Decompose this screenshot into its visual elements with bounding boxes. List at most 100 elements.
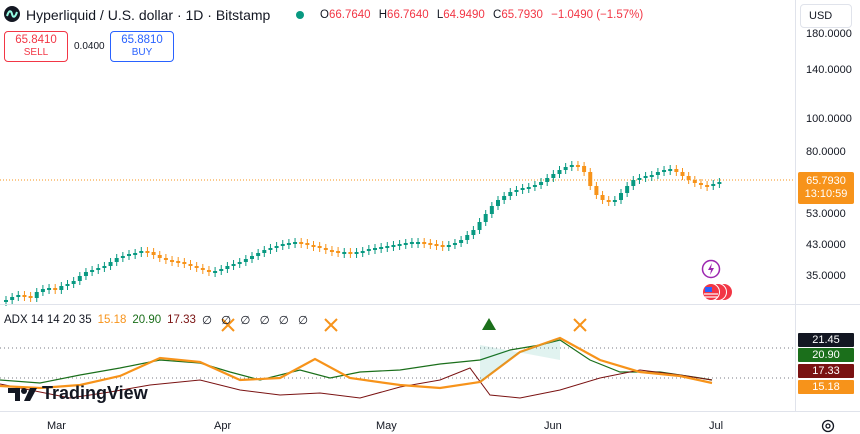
candle-body (360, 251, 365, 253)
high-label: H (378, 9, 388, 21)
candle-body (631, 180, 636, 186)
adx-cross-marker (324, 318, 338, 332)
low-value: 64.9490 (443, 9, 485, 21)
price-axis-label: 140.0000 (806, 64, 852, 76)
candle-body (151, 252, 156, 255)
candle-body (434, 244, 439, 246)
candle-body (182, 262, 187, 264)
adx-fill (480, 338, 560, 382)
ohlc-readout: O66.7640 H66.7640 L64.9490 C65.7930 −1.0… (320, 9, 648, 21)
adx-axis-badge: 15.18 (798, 380, 854, 394)
candle-body (594, 186, 599, 195)
candle-body (354, 252, 359, 254)
candle-body (4, 300, 8, 302)
tradingview-icon (8, 387, 37, 401)
candle-body (47, 288, 52, 290)
symbol-title[interactable]: Hyperliquid / U.S. dollar · 1D · Bitstam… (26, 7, 271, 23)
candle-body (477, 222, 482, 230)
time-axis-label: Apr (214, 420, 232, 432)
candle-body (96, 268, 101, 270)
candle-body (71, 281, 76, 284)
candle-body (655, 172, 660, 175)
pane-separator[interactable] (0, 304, 860, 305)
candle-body (539, 182, 544, 185)
price-axis-label: 53.0000 (806, 208, 846, 220)
candle-body (668, 169, 673, 171)
settings-icon[interactable] (821, 419, 835, 433)
time-axis-separator (0, 411, 860, 412)
candle-body (496, 200, 500, 206)
candle-body (102, 266, 107, 268)
logo-text: TradingView (42, 383, 148, 403)
adx-line (0, 336, 713, 390)
current-price-badge: 65.7930 13:10:59 (798, 172, 854, 204)
adx-cross-marker (573, 318, 587, 332)
buy-price: 65.8810 (121, 34, 163, 46)
candle-body (22, 295, 27, 297)
time-axis-label: Jul (709, 420, 724, 432)
candle-body (299, 242, 304, 244)
candle-body (194, 266, 199, 268)
candle-body (256, 253, 261, 256)
market-status-dot (296, 11, 304, 19)
candle-body (698, 183, 703, 185)
open-value: 66.7640 (328, 9, 371, 21)
candle-body (662, 170, 667, 172)
candle-body (526, 187, 531, 189)
adx-cross-marker (221, 318, 235, 332)
adx-name: ADX 14 14 20 35 (4, 314, 92, 326)
candle-body (674, 169, 679, 172)
candle-body (459, 240, 464, 243)
tradingview-logo[interactable]: TradingView (8, 383, 148, 404)
candle-body (692, 180, 697, 183)
minus-di-line (0, 367, 713, 399)
candle-body (188, 264, 193, 266)
price-axis-label: 100.0000 (806, 113, 852, 125)
candle-body (428, 243, 433, 245)
currency-button[interactable]: USD (800, 4, 852, 28)
candle-body (108, 262, 113, 266)
candle-body (514, 190, 519, 192)
hyperliquid-icon (4, 6, 20, 22)
candle-body (520, 188, 525, 190)
candle-body (59, 286, 64, 290)
candle-body (625, 186, 630, 193)
buy-button[interactable]: 65.8810 BUY (110, 31, 174, 62)
candle-body (311, 245, 316, 247)
candle-body (336, 251, 341, 253)
candle-body (711, 184, 716, 186)
candle-body (114, 258, 119, 262)
candle-body (34, 292, 39, 298)
candle-body (545, 178, 550, 182)
adx-legend[interactable]: ADX 14 14 20 35 15.18 20.90 17.33 ∅ ∅ ∅ … (4, 313, 311, 327)
candle-body (686, 176, 691, 180)
price-axis-label: 80.0000 (806, 146, 846, 158)
current-price: 65.7930 (806, 175, 846, 187)
candle-body (557, 170, 562, 174)
us-flag-icon[interactable] (700, 281, 734, 303)
candle-body (563, 167, 568, 170)
lightning-icon[interactable] (700, 258, 722, 280)
candle-body (452, 243, 457, 245)
candle-body (200, 268, 205, 270)
candle-body (489, 206, 494, 214)
bar-countdown: 13:10:59 (804, 188, 848, 200)
candle-body (120, 256, 125, 258)
candle-body (243, 259, 248, 262)
candle-body (649, 175, 654, 177)
sell-button[interactable]: 65.8410 SELL (4, 31, 68, 62)
candle-body (422, 242, 427, 244)
adx-axis-badge: 17.33 (798, 364, 854, 378)
candle-body (133, 253, 138, 255)
candle-body (569, 165, 574, 167)
candle-body (606, 200, 611, 202)
candle-body (53, 288, 58, 290)
candle-body (176, 261, 181, 263)
candle-body (465, 235, 470, 240)
candle-body (28, 296, 33, 298)
candle-body (213, 271, 218, 273)
candle-body (502, 196, 507, 200)
adx-value: 15.18 (97, 314, 127, 326)
plus-di-line (0, 339, 713, 384)
